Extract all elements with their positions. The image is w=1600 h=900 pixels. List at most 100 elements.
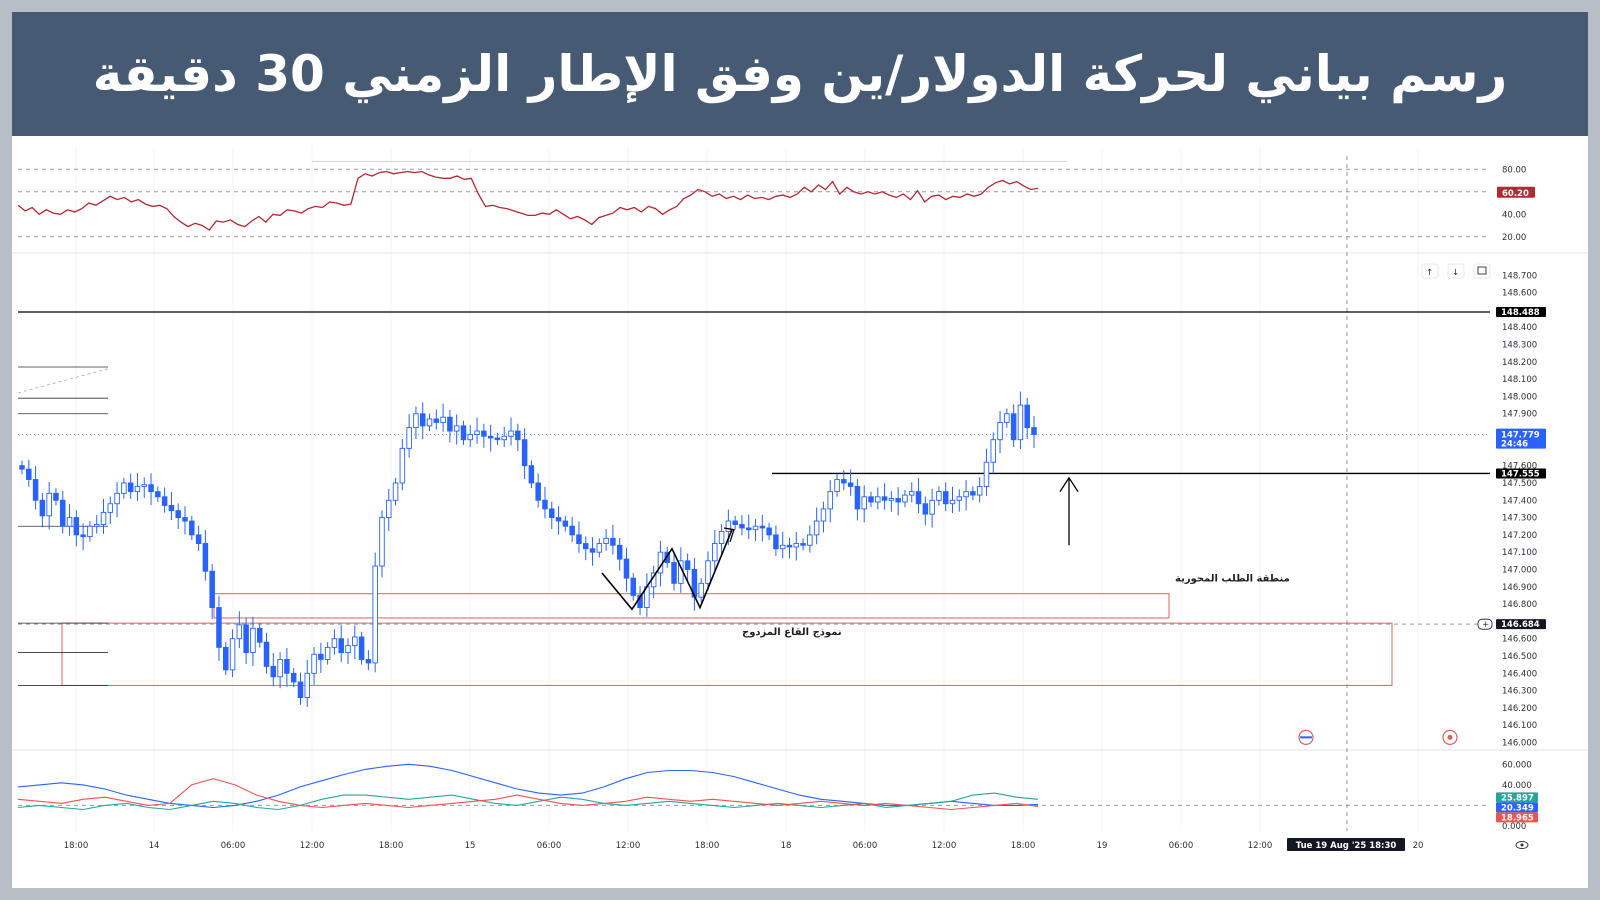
candle-body bbox=[311, 653, 317, 674]
toolbar-button[interactable] bbox=[1447, 263, 1465, 279]
candle-body bbox=[474, 430, 480, 435]
candle-body bbox=[963, 491, 969, 498]
time-tick-label: 20 bbox=[1413, 841, 1424, 851]
add-alert-icon[interactable] bbox=[1477, 618, 1493, 630]
level-146-684-badge bbox=[1496, 619, 1546, 630]
dmi-series-line bbox=[17, 763, 1039, 809]
candle-body bbox=[66, 517, 73, 527]
pattern-arrowhead bbox=[723, 527, 735, 543]
candle-body bbox=[168, 505, 175, 512]
tradingview-chart[interactable]: 80.00 40.00 20.00 60.20 منطقة الطلب المحوري… bbox=[12, 136, 1588, 888]
candle-body bbox=[922, 503, 929, 515]
candle-body bbox=[827, 491, 833, 510]
candle-body bbox=[127, 482, 134, 493]
time-tick-label: 06:00 bbox=[853, 841, 878, 851]
toolbar-button[interactable] bbox=[1473, 263, 1491, 279]
dmi-series-line bbox=[17, 792, 1039, 811]
price-tick-label: 146.100 bbox=[1502, 721, 1537, 731]
rsi-tick-label: 20.00 bbox=[1502, 233, 1526, 243]
candle-body bbox=[888, 498, 895, 501]
rsi-line bbox=[17, 170, 1039, 231]
candle-body bbox=[603, 537, 609, 544]
candle-body bbox=[779, 544, 786, 550]
candle-body bbox=[576, 534, 582, 544]
candle-body bbox=[413, 413, 419, 429]
candle-body bbox=[39, 499, 46, 517]
crosshair-time-label: Tue 19 Aug '25 18:30 bbox=[1296, 841, 1397, 851]
rsi-value-label: 60.20 bbox=[1502, 189, 1529, 199]
level-147-555-badge bbox=[1496, 468, 1546, 479]
candle-body bbox=[698, 582, 704, 598]
dmi-series-line bbox=[17, 778, 1039, 811]
candle-body bbox=[148, 484, 154, 493]
candle-body bbox=[589, 548, 596, 553]
candle-body bbox=[970, 491, 976, 496]
time-tick-label: 18:00 bbox=[379, 841, 404, 851]
candle-body bbox=[467, 434, 474, 441]
price-tick-label: 147.500 bbox=[1502, 479, 1537, 489]
candle-body bbox=[209, 570, 215, 609]
candle-body bbox=[983, 461, 990, 487]
candle-body bbox=[121, 482, 127, 494]
price-tick-label: 147.300 bbox=[1502, 514, 1537, 524]
current-price-badge bbox=[1496, 428, 1546, 449]
candle-body bbox=[976, 485, 983, 496]
upward-arrow-head bbox=[1059, 476, 1079, 492]
eye-icon[interactable] bbox=[1515, 841, 1529, 849]
candle-body bbox=[155, 491, 161, 498]
candle-body bbox=[942, 491, 949, 505]
time-tick-label: 12:00 bbox=[1248, 841, 1273, 851]
dmi-value-badge bbox=[1496, 802, 1538, 813]
candle-body bbox=[32, 479, 39, 501]
candle-body bbox=[73, 517, 80, 536]
price-tick-label: 147.100 bbox=[1502, 548, 1537, 558]
candle-body bbox=[100, 511, 107, 525]
price-tick-label: 146.800 bbox=[1502, 600, 1537, 610]
candle-body bbox=[426, 418, 433, 427]
candle-body bbox=[773, 534, 779, 550]
candle-body bbox=[487, 435, 494, 439]
candle-body bbox=[875, 496, 881, 503]
candle-body bbox=[1031, 427, 1037, 435]
candle-body bbox=[752, 525, 759, 531]
demand-zone-pivotal bbox=[213, 593, 1170, 619]
chart-toolbar[interactable]: ↑ ↓ bbox=[1421, 263, 1491, 279]
time-axis[interactable]: 18:00 14 06:00 12:00 18:00 15 06:00 12:00 18:00 1… bbox=[64, 838, 1529, 851]
candle-body bbox=[223, 646, 229, 671]
page-title: رسم بياني لحركة الدولار/ين وفق الإطار ال… bbox=[92, 45, 1508, 103]
dmi-value-label: 20.349 bbox=[1501, 803, 1534, 813]
price-axis[interactable]: 148.700 148.600 148.400 148.300 148.200 148.1… bbox=[1477, 271, 1546, 749]
dmi-tick-label: 60.000 bbox=[1502, 760, 1532, 770]
maximize-icon bbox=[1477, 266, 1487, 275]
candle-body bbox=[861, 496, 867, 510]
candle-body bbox=[134, 485, 141, 493]
candle-body bbox=[399, 447, 406, 484]
candle-body bbox=[189, 520, 195, 536]
candle-body bbox=[684, 560, 691, 570]
candle-body bbox=[956, 496, 963, 501]
time-tick-label: 15 bbox=[465, 841, 476, 851]
time-tick-label: 06:00 bbox=[537, 841, 562, 851]
candle-body bbox=[902, 494, 908, 503]
dmi-tick-label: 0.000 bbox=[1502, 822, 1526, 832]
price-panel[interactable]: منطقة الطلب المحورية نموذج القاع المزدوج bbox=[17, 311, 1490, 745]
candle-body bbox=[1024, 404, 1030, 429]
level-148-488-label: 148.488 bbox=[1501, 308, 1540, 318]
arrow-down-icon: ↓ bbox=[1452, 268, 1459, 278]
time-tick-label: 12:00 bbox=[300, 841, 325, 851]
price-tick-label: 148.100 bbox=[1502, 375, 1537, 385]
candle-body bbox=[304, 672, 311, 698]
time-tick-label: 12:00 bbox=[616, 841, 641, 851]
price-tick-label: 146.600 bbox=[1502, 635, 1537, 645]
level-147-555-label: 147.555 bbox=[1501, 469, 1540, 479]
candle-body bbox=[236, 624, 243, 640]
candle-body bbox=[202, 543, 209, 572]
eye-icon-pupil bbox=[1520, 843, 1524, 847]
annotation-double-bottom: نموذج القاع المزدوج bbox=[742, 627, 842, 638]
toolbar-button[interactable] bbox=[1421, 263, 1439, 279]
price-tick-label: 146.500 bbox=[1502, 652, 1537, 662]
candle-body bbox=[508, 430, 514, 437]
time-tick-label: 19 bbox=[1097, 841, 1108, 851]
candle-body bbox=[759, 525, 766, 529]
candle-body bbox=[881, 496, 888, 501]
